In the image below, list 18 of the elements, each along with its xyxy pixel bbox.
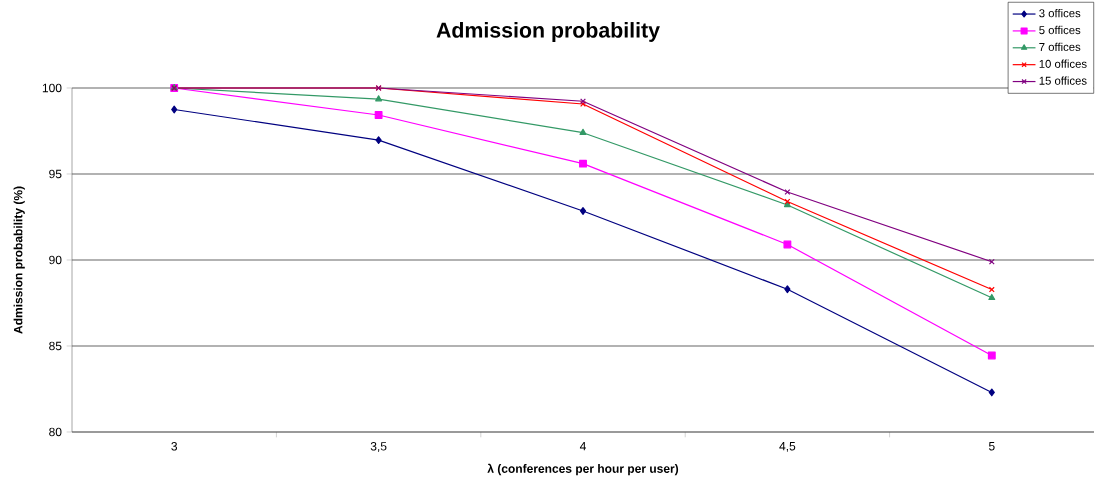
legend-label: 5 offices: [1039, 25, 1081, 35]
x-tick-label: 5: [988, 442, 995, 451]
legend-label: 3 offices: [1039, 8, 1081, 18]
chart-title: Admission probability: [436, 22, 660, 42]
y-tick-label: 95: [49, 169, 62, 179]
y-tick-label: 100: [42, 83, 62, 93]
x-tick-label: 3,5: [370, 442, 387, 452]
x-tick-label: 4: [579, 442, 586, 451]
x-tick-label: 4,5: [779, 442, 796, 452]
legend-label: 7 offices: [1039, 42, 1081, 51]
y-tick-label: 80: [49, 427, 62, 437]
x-axis-title: λ (conferences per hour per user): [487, 463, 679, 476]
legend-label: 10 offices: [1039, 59, 1087, 68]
y-tick-label: 85: [49, 341, 62, 351]
y-axis-title: Admission probability (%): [13, 186, 25, 334]
x-tick-label: 3: [171, 442, 178, 451]
legend-label: 15 offices: [1039, 76, 1087, 85]
y-tick-label: 90: [49, 255, 62, 265]
